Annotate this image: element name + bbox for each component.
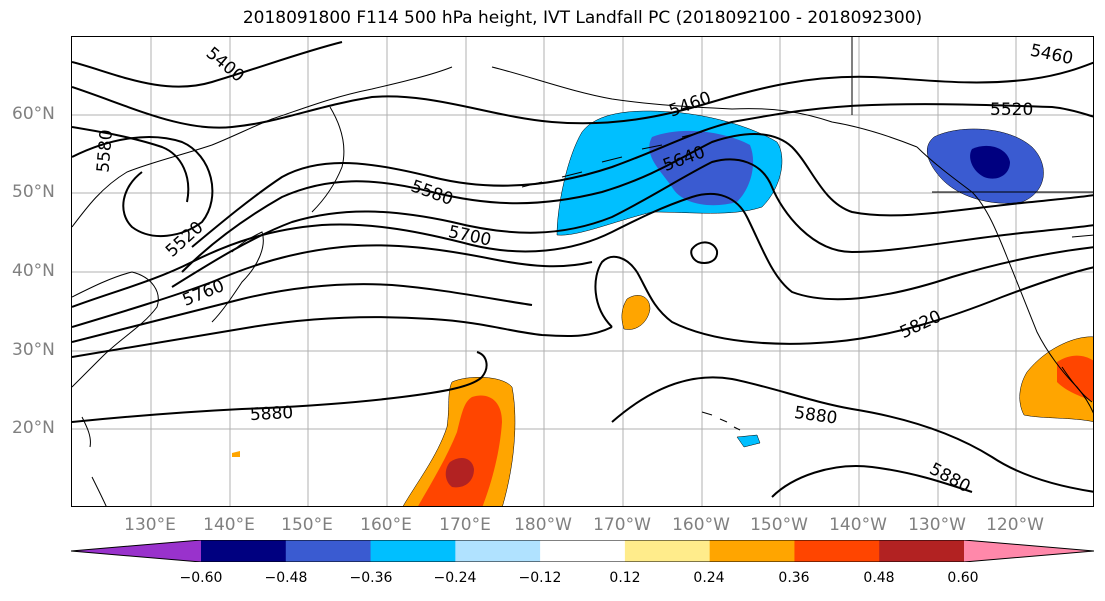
- lon-label-180w: 180°W: [514, 515, 572, 535]
- contour-5460-a: [72, 61, 1093, 129]
- positive-anomaly-subtropical-west-core: [445, 457, 474, 488]
- colorbar-tick: −0.60: [179, 570, 223, 586]
- contour-label-5520-east: 5520: [990, 100, 1033, 120]
- colorbar: [70, 539, 1095, 563]
- contour-5520-b: [191, 103, 1093, 248]
- contour-5400: [72, 41, 343, 88]
- positive-anomaly-small: [621, 295, 651, 330]
- map-title: 2018091800 F114 500 hPa height, IVT Land…: [242, 8, 923, 28]
- positive-anomaly-baja-core: [1057, 355, 1093, 402]
- contour-label-5580-west: 5580: [93, 129, 117, 174]
- colorbar-segment: [285, 540, 372, 562]
- lon-label-130e: 130°E: [124, 515, 176, 535]
- colorbar-tick: 0.36: [778, 570, 810, 586]
- positive-anomaly-subtropical-west-mid: [418, 395, 502, 506]
- contour-5820-b: [594, 255, 1093, 345]
- contour-label-5820: 5820: [897, 307, 945, 343]
- lon-label-150e: 150°E: [281, 515, 333, 535]
- lat-label-30n: 30°N: [12, 340, 55, 360]
- contour-5880-b: [611, 376, 1093, 493]
- colorbar-segment: [540, 540, 626, 562]
- lat-label-20n: 20°N: [12, 418, 55, 438]
- contour-5820-a: [72, 316, 613, 358]
- coast-taiwan-philippines: [81, 416, 107, 506]
- lon-label-170e: 170°E: [439, 515, 491, 535]
- lat-label-40n: 40°N: [12, 261, 55, 281]
- colorbar-segment: [624, 540, 711, 562]
- lat-label-50n: 50°N: [12, 182, 55, 202]
- colorbar-tick: 0.60: [947, 570, 979, 586]
- map-panel: 5400 5460 5460 5520 5520 5580 5580 5640 …: [71, 36, 1094, 507]
- colorbar-segments: [71, 540, 1094, 562]
- contour-5520-a: [72, 136, 214, 238]
- colorbar-tick: −0.12: [518, 570, 562, 586]
- contour-5580-a: [72, 126, 190, 203]
- colorbar-tick: −0.48: [264, 570, 308, 586]
- coast-korea-china: [72, 271, 159, 388]
- coast-baja: [1061, 366, 1093, 403]
- positive-anomaly-small-west: [232, 451, 240, 457]
- lon-label-170w: 170°W: [593, 515, 651, 535]
- graticule: [72, 37, 1093, 506]
- colorbar-extend-high: [964, 540, 1094, 562]
- colorbar-tick: 0.48: [863, 570, 895, 586]
- lon-label-160e: 160°E: [360, 515, 412, 535]
- contour-5880-a: [72, 351, 488, 423]
- contour-5760-b: [72, 283, 533, 343]
- coast-kamchatka: [311, 106, 345, 213]
- contour-label-5400-west: 5400: [202, 43, 248, 86]
- contour-label-5880-east: 5880: [926, 459, 974, 497]
- colorbar-segment: [879, 540, 965, 562]
- colorbar-tick: 0.12: [609, 570, 641, 586]
- colorbar-segment: [709, 540, 795, 562]
- contour-label-5880-center: 5880: [793, 403, 839, 429]
- colorbar-segment: [455, 540, 541, 562]
- contour-5760: [72, 244, 593, 328]
- colorbar-tick: −0.36: [349, 570, 393, 586]
- contour-label-5700: 5700: [447, 222, 493, 251]
- map-canvas: 5400 5460 5460 5520 5520 5580 5580 5640 …: [72, 37, 1093, 506]
- contour-label-5460-east: 5460: [1028, 41, 1074, 70]
- lon-label-150w: 150°W: [750, 515, 808, 535]
- lat-label-60n: 60°N: [12, 104, 55, 124]
- us-canada-border: [932, 191, 1093, 238]
- colorbar-tick: −0.24: [433, 570, 477, 586]
- lon-label-120w: 120°W: [986, 515, 1044, 535]
- negative-anomaly-pacific-northwest-core: [970, 145, 1010, 179]
- lon-label-160w: 160°W: [672, 515, 730, 535]
- colorbar-extend-low: [71, 540, 201, 562]
- coast-alaska: [491, 66, 918, 148]
- contour-5700: [72, 192, 1093, 308]
- contour-5640: [171, 158, 1093, 288]
- contour-5820-loop: [690, 241, 719, 264]
- colorbar-tick: 0.24: [693, 570, 725, 586]
- height-contours: [72, 41, 1093, 498]
- coast-hawaii: [701, 411, 741, 431]
- negative-anomaly-hawaii: [736, 434, 761, 448]
- ivt-shading: [232, 110, 1093, 506]
- colorbar-svg: [70, 539, 1095, 563]
- colorbar-segment: [201, 540, 287, 562]
- lon-label-140e: 140°E: [203, 515, 255, 535]
- contour-5880-c: [771, 465, 973, 498]
- colorbar-segment: [794, 540, 880, 562]
- contour-5580-b: [181, 133, 1093, 273]
- lon-label-140w: 140°W: [829, 515, 887, 535]
- contour-label-5880-west: 5880: [249, 403, 293, 425]
- coast-asia: [72, 66, 453, 228]
- colorbar-segment: [370, 540, 456, 562]
- lon-label-130w: 130°W: [908, 515, 966, 535]
